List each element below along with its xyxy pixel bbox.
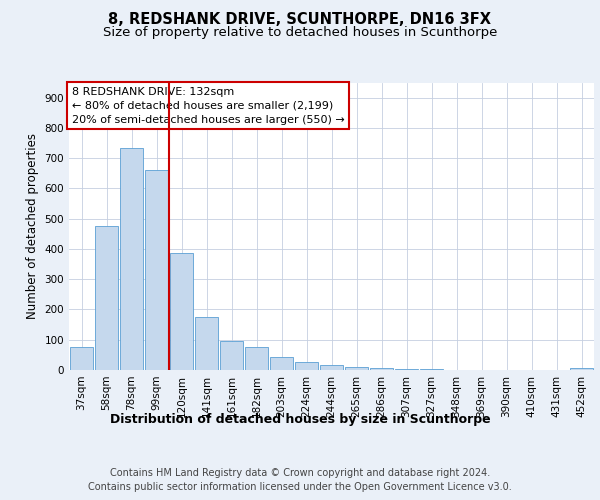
- Bar: [70, 348, 93, 370]
- Text: Distribution of detached houses by size in Scunthorpe: Distribution of detached houses by size …: [110, 412, 490, 426]
- Bar: [195, 317, 218, 370]
- Bar: [345, 367, 368, 370]
- Bar: [270, 358, 293, 370]
- Bar: [295, 362, 318, 370]
- Bar: [120, 148, 143, 370]
- Bar: [395, 369, 418, 370]
- Text: Size of property relative to detached houses in Scunthorpe: Size of property relative to detached ho…: [103, 26, 497, 39]
- Text: Contains HM Land Registry data © Crown copyright and database right 2024.
Contai: Contains HM Land Registry data © Crown c…: [88, 468, 512, 491]
- Y-axis label: Number of detached properties: Number of detached properties: [26, 133, 39, 320]
- Bar: [370, 368, 393, 370]
- Bar: [170, 252, 193, 370]
- Bar: [95, 226, 118, 370]
- Bar: [220, 340, 243, 370]
- Bar: [320, 366, 343, 370]
- Bar: [245, 348, 268, 370]
- Bar: [145, 170, 168, 370]
- Text: 8 REDSHANK DRIVE: 132sqm
← 80% of detached houses are smaller (2,199)
20% of sem: 8 REDSHANK DRIVE: 132sqm ← 80% of detach…: [71, 87, 344, 125]
- Text: 8, REDSHANK DRIVE, SCUNTHORPE, DN16 3FX: 8, REDSHANK DRIVE, SCUNTHORPE, DN16 3FX: [109, 12, 491, 28]
- Bar: [570, 368, 593, 370]
